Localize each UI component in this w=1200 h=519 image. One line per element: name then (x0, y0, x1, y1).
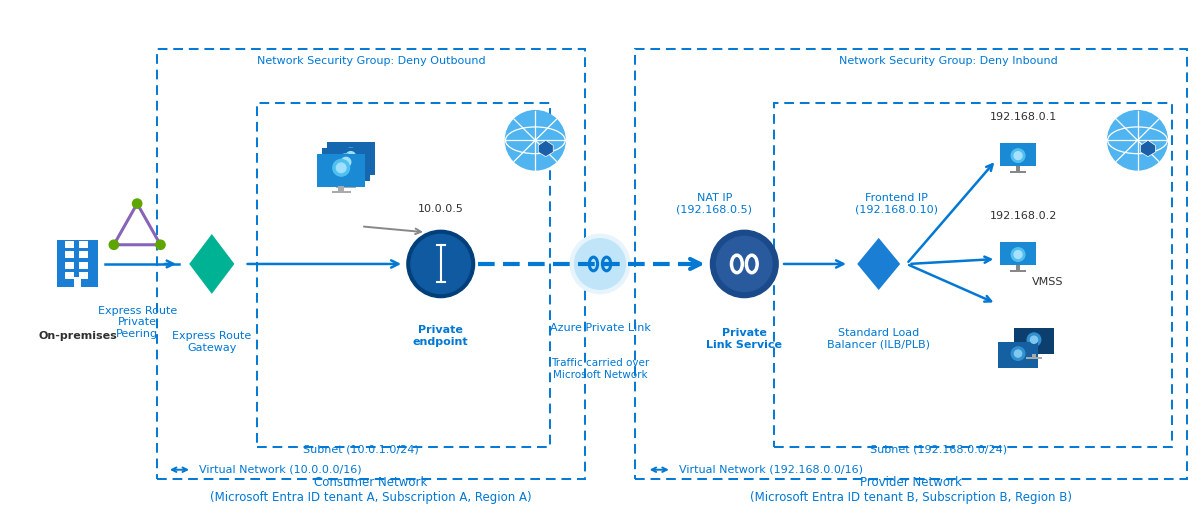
Text: Azure Private Link: Azure Private Link (550, 323, 650, 333)
Text: VMSS: VMSS (1032, 277, 1063, 286)
Circle shape (710, 230, 778, 297)
Text: Express Route
Gateway: Express Route Gateway (172, 331, 252, 353)
FancyBboxPatch shape (74, 277, 82, 288)
FancyBboxPatch shape (1016, 166, 1020, 172)
Text: Consumer Network
(Microsoft Entra ID tenant A, Subscription A, Region A): Consumer Network (Microsoft Entra ID ten… (210, 476, 532, 504)
FancyBboxPatch shape (79, 241, 89, 248)
Circle shape (132, 199, 142, 208)
FancyBboxPatch shape (65, 251, 74, 258)
Text: Virtual Network (10.0.0.0/16): Virtual Network (10.0.0.0/16) (199, 465, 361, 475)
Text: Virtual Network (192.168.0.0/16): Virtual Network (192.168.0.0/16) (679, 465, 863, 475)
FancyBboxPatch shape (341, 180, 360, 182)
FancyBboxPatch shape (338, 186, 344, 192)
Circle shape (332, 159, 349, 176)
Text: Network Security Group: Deny Outbound: Network Security Group: Deny Outbound (257, 56, 485, 66)
Circle shape (342, 148, 359, 165)
Circle shape (336, 163, 346, 172)
Text: Provider Network
(Microsoft Entra ID tenant B, Subscription B, Region B): Provider Network (Microsoft Entra ID ten… (750, 476, 1072, 504)
Circle shape (1014, 350, 1021, 357)
Text: Private
Link Service: Private Link Service (707, 328, 782, 350)
Circle shape (716, 236, 772, 292)
FancyBboxPatch shape (322, 148, 370, 181)
FancyBboxPatch shape (79, 262, 89, 269)
Circle shape (1031, 336, 1038, 343)
Text: Private
endpoint: Private endpoint (413, 325, 468, 347)
Circle shape (109, 240, 119, 250)
Circle shape (1108, 111, 1168, 170)
Text: 10.0.0.5: 10.0.0.5 (418, 204, 463, 214)
Text: Subnet (10.0.1.0/24): Subnet (10.0.1.0/24) (304, 445, 419, 455)
Text: Express Route
Private
Peering: Express Route Private Peering (97, 306, 176, 339)
Polygon shape (856, 236, 901, 292)
Circle shape (1027, 333, 1040, 347)
FancyBboxPatch shape (331, 191, 350, 194)
FancyBboxPatch shape (317, 154, 365, 187)
Text: On-premises: On-premises (38, 331, 116, 341)
Text: Network Security Group: Deny Inbound: Network Security Group: Deny Inbound (839, 56, 1057, 66)
Text: Traffic carried over
Microsoft Network: Traffic carried over Microsoft Network (551, 358, 649, 379)
Circle shape (1012, 347, 1025, 360)
Circle shape (407, 230, 474, 297)
Bar (257, 103, 551, 447)
FancyBboxPatch shape (56, 240, 98, 288)
FancyBboxPatch shape (1010, 171, 1026, 173)
Text: Frontend IP
(192.168.0.10): Frontend IP (192.168.0.10) (856, 193, 938, 214)
Text: NAT IP
(192.168.0.5): NAT IP (192.168.0.5) (677, 193, 752, 214)
FancyBboxPatch shape (336, 185, 355, 188)
Circle shape (410, 235, 470, 294)
Circle shape (1014, 251, 1022, 258)
Circle shape (346, 152, 355, 161)
Polygon shape (1140, 140, 1156, 157)
FancyBboxPatch shape (1010, 270, 1026, 272)
Circle shape (570, 234, 630, 294)
Polygon shape (188, 233, 235, 296)
FancyBboxPatch shape (348, 175, 354, 180)
FancyBboxPatch shape (326, 142, 374, 175)
Text: 192.168.0.2: 192.168.0.2 (989, 211, 1057, 222)
FancyBboxPatch shape (79, 251, 89, 258)
FancyBboxPatch shape (1014, 328, 1054, 354)
Circle shape (156, 240, 166, 250)
FancyBboxPatch shape (1000, 242, 1036, 265)
FancyBboxPatch shape (1032, 353, 1037, 358)
Text: Standard Load
Balancer (ILB/PLB): Standard Load Balancer (ILB/PLB) (827, 328, 930, 350)
FancyBboxPatch shape (1000, 143, 1036, 166)
FancyBboxPatch shape (1026, 357, 1042, 359)
Circle shape (341, 157, 350, 167)
Text: Subnet (192.168.0.0/24): Subnet (192.168.0.0/24) (870, 445, 1007, 455)
FancyBboxPatch shape (79, 272, 89, 279)
FancyBboxPatch shape (998, 342, 1038, 368)
Polygon shape (539, 140, 553, 157)
Bar (157, 49, 586, 479)
FancyBboxPatch shape (65, 262, 74, 269)
Circle shape (1012, 149, 1025, 162)
Circle shape (575, 239, 625, 289)
Circle shape (505, 111, 565, 170)
FancyBboxPatch shape (1016, 265, 1020, 270)
FancyBboxPatch shape (65, 272, 74, 279)
FancyBboxPatch shape (65, 241, 74, 248)
Text: 192.168.0.1: 192.168.0.1 (990, 113, 1057, 122)
Bar (635, 49, 1187, 479)
Circle shape (1012, 248, 1025, 262)
Circle shape (1014, 152, 1022, 159)
Bar (774, 103, 1172, 447)
FancyBboxPatch shape (343, 181, 349, 186)
Circle shape (337, 154, 354, 170)
